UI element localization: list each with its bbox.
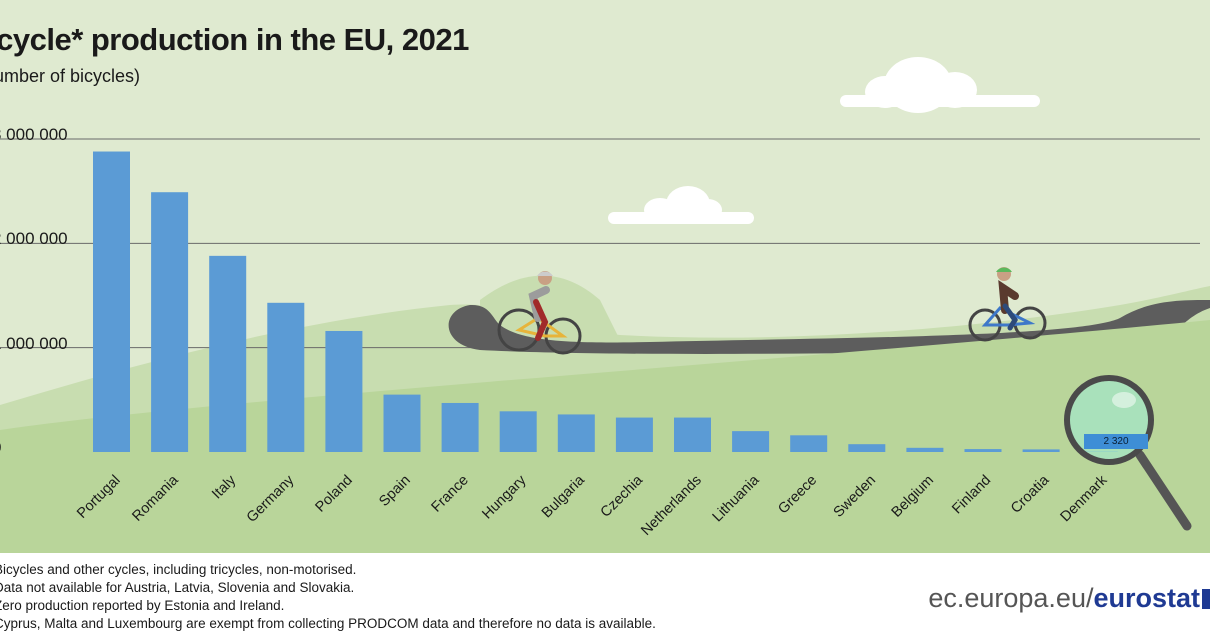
bar-germany	[267, 302, 305, 452]
footnote-3: Zero production reported by Estonia and …	[0, 598, 285, 613]
bar-belgium	[906, 447, 944, 452]
bar-portugal	[93, 151, 130, 452]
eu-flag-icon	[1202, 589, 1210, 609]
footnote-4: Cyprus, Malta and Luxembourg are exempt …	[0, 616, 656, 631]
y-tick-label: 1 000 000	[0, 333, 68, 353]
footnote-1: Bicycles and other cycles, including tri…	[0, 562, 357, 577]
chart-panel: icycle* production in the EU, 2021 umber…	[0, 0, 1210, 553]
chart-subtitle: umber of bicycles)	[0, 66, 141, 86]
brand-url: ec.europa.eu/	[928, 583, 1094, 613]
bar-netherlands	[674, 417, 711, 452]
brand-name: eurostat	[1093, 583, 1200, 613]
eurostat-brand[interactable]: ec.europa.eu/eurostat	[928, 583, 1210, 614]
bar-italy	[209, 255, 247, 452]
bar-spain	[383, 394, 421, 452]
y-tick-label: 3 000 000	[0, 125, 68, 144]
footnotes: Bicycles and other cycles, including tri…	[0, 561, 656, 633]
y-tick-label: 0	[0, 438, 1, 458]
bar-france	[441, 402, 479, 452]
clouds	[608, 57, 1040, 224]
bar-hungary	[499, 411, 537, 452]
chart-canvas	[0, 57, 1210, 553]
bar-bulgaria	[557, 414, 595, 452]
bar-romania	[151, 192, 189, 452]
bar-sweden	[848, 444, 886, 452]
footnote-2: Data not available for Austria, Latvia, …	[0, 580, 355, 595]
bar-finland	[964, 449, 1002, 452]
chart-title: icycle* production in the EU, 2021	[0, 22, 469, 57]
y-tick-label: 2 000 000	[0, 229, 68, 249]
bar-croatia	[1022, 449, 1060, 452]
bar-lithuania	[732, 431, 770, 452]
bar-czechia	[615, 417, 653, 452]
denmark-value-label: 2 320	[1084, 434, 1148, 449]
road	[0, 300, 1210, 553]
cyclist-right	[968, 267, 1047, 342]
bars-group	[93, 151, 1118, 452]
cyclist-left	[497, 271, 582, 355]
bar-greece	[790, 435, 828, 452]
bar-poland	[325, 330, 363, 452]
